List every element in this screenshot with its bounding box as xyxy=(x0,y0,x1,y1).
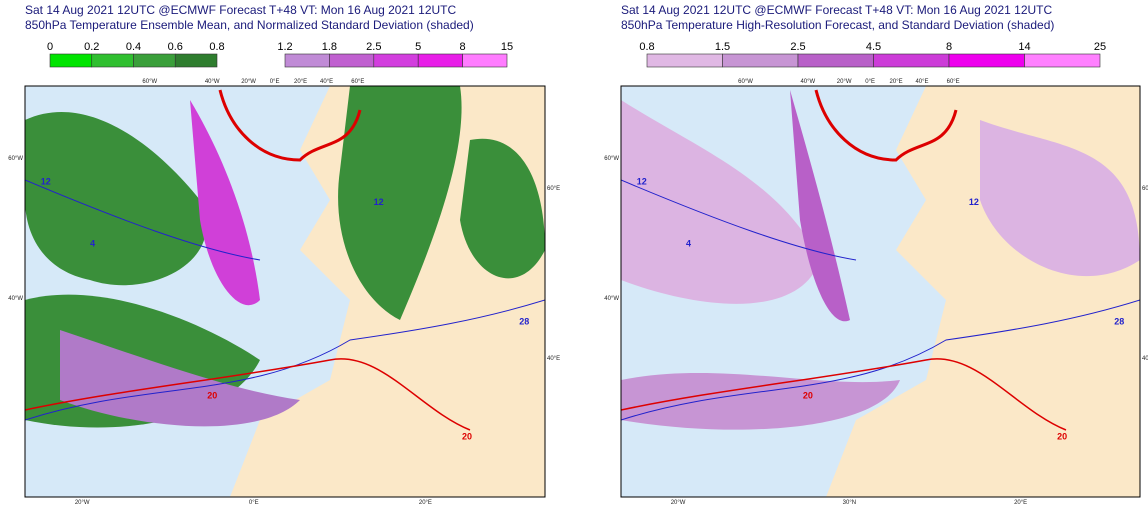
colorbar-box xyxy=(722,53,799,68)
colorbar-box xyxy=(1024,53,1101,68)
map-left xyxy=(25,86,545,497)
map-right xyxy=(621,86,1140,497)
colorbar-label: 0 xyxy=(47,41,53,53)
contour-label: 20 xyxy=(1057,431,1067,441)
colorbar-label: 0.2 xyxy=(84,41,99,53)
colorbar-label: 15 xyxy=(501,41,513,53)
colorbar-box xyxy=(91,53,134,68)
colorbar-box xyxy=(329,53,375,68)
map-frame xyxy=(24,85,546,498)
colorbar-label: 0.8 xyxy=(639,41,654,53)
map-label-left: 40°W xyxy=(8,296,23,302)
contour-label: 12 xyxy=(41,177,51,187)
map-label-top: 60°E xyxy=(947,79,960,85)
map-label-bottom: 30°N xyxy=(843,500,856,506)
map-label-left: 40°W xyxy=(604,296,619,302)
title-line: 850hPa Temperature High-Resolution Forec… xyxy=(621,18,1054,32)
title-line: Sat 14 Aug 2021 12UTC @ECMWF Forecast T+… xyxy=(25,3,457,17)
contour-label: 4 xyxy=(686,238,691,248)
colorbar-box xyxy=(462,53,508,68)
map-label-right: 60°E xyxy=(547,186,560,192)
colorbar-box xyxy=(174,53,218,68)
colorbar-label: 1.2 xyxy=(277,41,292,53)
colorbar-label: 25 xyxy=(1094,41,1106,53)
map-label-top: 40°W xyxy=(205,79,220,85)
colorbar-label: 14 xyxy=(1018,41,1030,53)
contour-label: 12 xyxy=(969,197,979,207)
colorbar-label: 1.8 xyxy=(322,41,337,53)
colorbar-box xyxy=(646,53,723,68)
colorbar-label: 8 xyxy=(460,41,466,53)
colorbar-label: 1.5 xyxy=(715,41,730,53)
map-label-top: 20°E xyxy=(294,79,307,85)
colorbar-box xyxy=(49,53,93,68)
map-label-top: 20°E xyxy=(890,79,903,85)
map-label-left: 60°W xyxy=(604,156,619,162)
map-label-top: 60°E xyxy=(351,79,364,85)
colorbar-label: 2.5 xyxy=(790,41,805,53)
colorbar-label: 5 xyxy=(415,41,421,53)
map-label-top: 0°E xyxy=(270,79,280,85)
contour-label: 28 xyxy=(1114,316,1124,326)
map-label-right: 40°E xyxy=(547,356,560,362)
colorbar-box xyxy=(797,53,874,68)
colorbar-box xyxy=(133,53,176,68)
colorbar-box xyxy=(373,53,419,68)
colorbar-label: 4.5 xyxy=(866,41,881,53)
map-label-top: 60°W xyxy=(738,79,753,85)
colorbar-label: 8 xyxy=(946,41,952,53)
contour-label: 12 xyxy=(637,177,647,187)
colorbar-box xyxy=(417,53,463,68)
colorbar-label: 0.6 xyxy=(168,41,183,53)
colorbar-box xyxy=(284,53,330,68)
map-label-bottom: 20°W xyxy=(75,500,90,506)
map-label-top: 0°E xyxy=(865,79,875,85)
map-label-left: 60°W xyxy=(8,156,23,162)
map-label-top: 20°W xyxy=(241,79,256,85)
contour-label: 4 xyxy=(90,238,95,248)
map-label-top: 40°E xyxy=(320,79,333,85)
map-label-bottom: 0°E xyxy=(249,500,259,506)
map-label-right: 60°E xyxy=(1142,186,1148,192)
title-line: 850hPa Temperature Ensemble Mean, and No… xyxy=(25,18,474,32)
contour-label: 28 xyxy=(519,316,529,326)
colorbar-box xyxy=(873,53,950,68)
contour-label: 12 xyxy=(374,197,384,207)
map-label-top: 40°W xyxy=(800,79,815,85)
map-label-right: 40°E xyxy=(1142,356,1148,362)
map-label-bottom: 20°E xyxy=(419,500,432,506)
map-label-top: 40°E xyxy=(915,79,928,85)
title-line: Sat 14 Aug 2021 12UTC @ECMWF Forecast T+… xyxy=(621,3,1053,17)
contour-label: 20 xyxy=(207,390,217,400)
map-label-top: 60°W xyxy=(142,79,157,85)
map-label-bottom: 20°W xyxy=(671,500,686,506)
colorbar-label: 2.5 xyxy=(366,41,381,53)
contour-label: 20 xyxy=(803,390,813,400)
map-label-bottom: 20°E xyxy=(1014,500,1027,506)
map-frame xyxy=(620,85,1141,498)
colorbar-label: 0.4 xyxy=(126,41,141,53)
colorbar-box xyxy=(948,53,1025,68)
contour-label: 20 xyxy=(462,431,472,441)
colorbar-label: 0.8 xyxy=(209,41,224,53)
map-label-top: 20°W xyxy=(837,79,852,85)
